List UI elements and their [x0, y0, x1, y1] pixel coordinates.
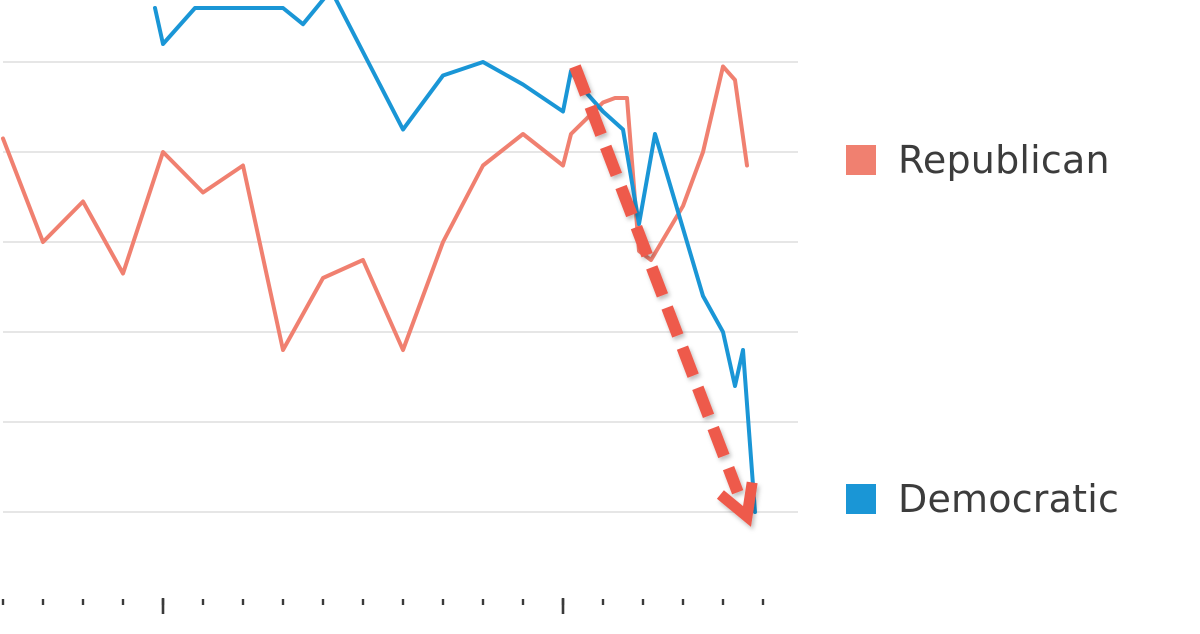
gridlines: [3, 61, 798, 513]
x-axis: [1, 598, 765, 614]
trend-arrow-shaft: [569, 64, 744, 495]
trend-arrow-head: [716, 481, 758, 527]
legend-label-democratic: Democratic: [898, 477, 1120, 521]
legend-item-republican: Republican: [846, 138, 1110, 182]
legend-item-democratic: Democratic: [846, 477, 1119, 521]
legend-swatch-republican: [846, 145, 876, 175]
trend-arrow: [569, 64, 758, 527]
legend-label-republican: Republican: [898, 138, 1110, 182]
annotations: [569, 64, 758, 527]
legend-swatch-democratic: [846, 484, 876, 514]
series-line-democratic: [153, 0, 757, 514]
